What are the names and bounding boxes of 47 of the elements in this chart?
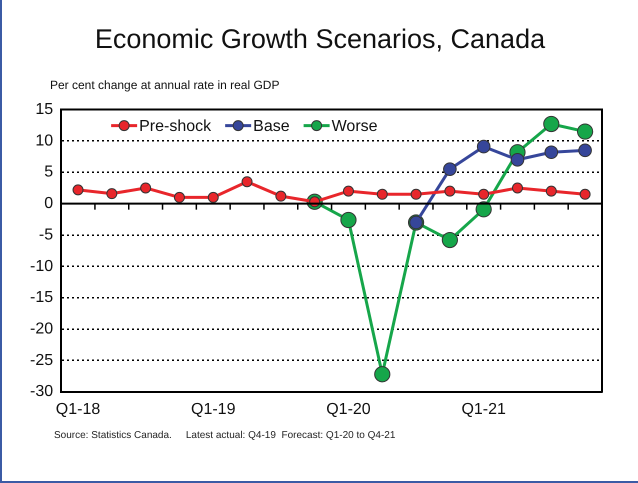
point <box>546 186 557 197</box>
point <box>442 232 458 248</box>
point <box>510 152 524 167</box>
legend-label: Worse <box>332 118 378 136</box>
point <box>544 145 558 160</box>
y-tick-label: -25 <box>30 352 54 369</box>
point <box>242 176 253 188</box>
source-note: Source: Statistics Canada. <box>54 430 172 441</box>
y-tick-label: -30 <box>30 383 54 400</box>
point <box>208 192 219 203</box>
point <box>374 366 390 382</box>
point <box>576 123 594 140</box>
point <box>174 192 185 203</box>
y-tick-label: -20 <box>30 320 54 338</box>
legend-label: Base <box>253 118 290 136</box>
text: Latest actual: Q4-19 Forecast: Q1-20 to Q4-21 <box>186 430 396 441</box>
point <box>376 188 388 200</box>
point <box>476 201 492 218</box>
y-tick-label: 5 <box>44 164 54 181</box>
y-tick-label: 0 <box>44 195 54 212</box>
x-tick-label: Q1-19 <box>191 400 236 418</box>
point <box>140 182 152 194</box>
point <box>444 186 456 197</box>
point <box>543 116 560 132</box>
point <box>476 140 490 154</box>
y-tick-label: -15 <box>30 289 54 306</box>
y-tick-label: -10 <box>30 258 54 275</box>
point <box>578 144 592 158</box>
point <box>512 182 523 194</box>
x-tick-label: Q1-20 <box>326 400 371 418</box>
y-tick-label: -5 <box>38 226 54 244</box>
x-tick-label: Q1-18 <box>56 400 100 418</box>
chart-title: Economic Growth Scenarios, Canada <box>94 24 546 55</box>
point <box>410 188 422 200</box>
point <box>106 188 118 200</box>
point <box>478 188 490 200</box>
point <box>580 188 591 200</box>
y-tick-label: 15 <box>35 101 54 118</box>
point <box>340 212 357 228</box>
point <box>342 186 354 197</box>
y-tick-label: 10 <box>35 132 54 150</box>
point <box>72 184 84 196</box>
point <box>275 190 286 202</box>
point <box>443 162 457 176</box>
y-axis-title: Per cent change at annual rate in real GDP <box>50 78 280 92</box>
x-tick-label: Q1-21 <box>461 400 506 418</box>
legend-label: Pre-shock <box>139 118 212 136</box>
